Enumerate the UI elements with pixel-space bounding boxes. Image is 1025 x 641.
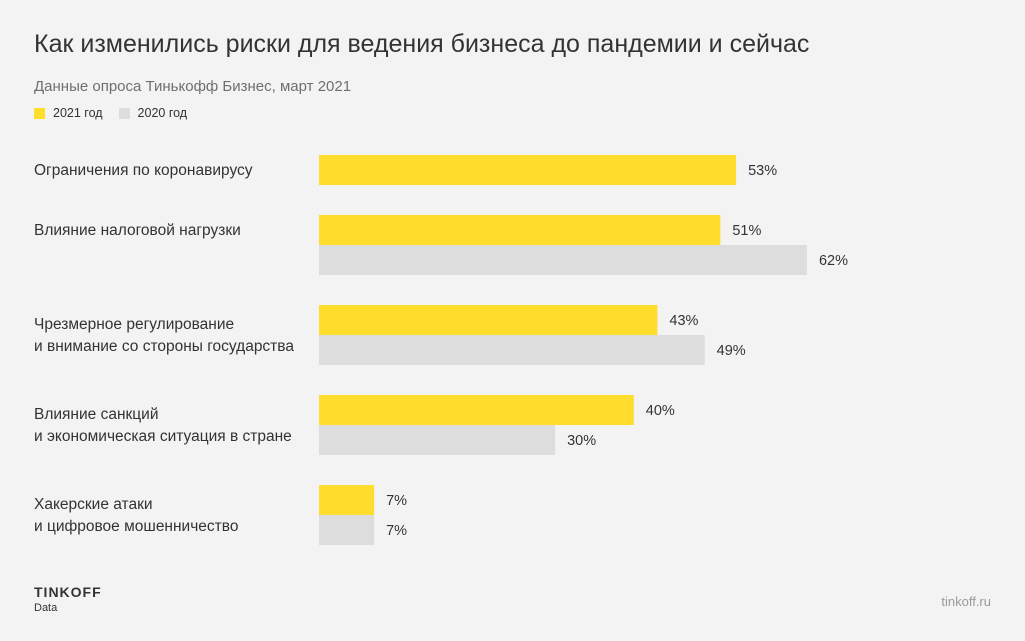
bar-2021 bbox=[319, 485, 375, 515]
value-label: 40% bbox=[646, 403, 675, 419]
chart-subtitle: Данные опроса Тинькофф Бизнес, март 2021 bbox=[34, 78, 352, 95]
value-label: 53% bbox=[748, 163, 777, 179]
value-label: 7% bbox=[386, 493, 407, 509]
bar-2021 bbox=[319, 215, 721, 245]
brand-logo: TINKOFF bbox=[34, 584, 102, 600]
bar-2020 bbox=[319, 515, 375, 545]
bar-2020 bbox=[319, 425, 556, 455]
value-label: 30% bbox=[567, 433, 596, 449]
value-label: 62% bbox=[819, 253, 848, 269]
legend-item-2020: 2020 год bbox=[118, 106, 188, 120]
legend-label-2021: 2021 год bbox=[53, 106, 103, 120]
bar-2021 bbox=[319, 395, 634, 425]
category-label: Влияние санкций и экономическая ситуация … bbox=[34, 406, 292, 445]
value-label: 49% bbox=[717, 343, 746, 359]
value-label: 43% bbox=[669, 313, 698, 329]
bar-2021 bbox=[319, 155, 737, 185]
bar-2020 bbox=[319, 245, 807, 275]
site-link[interactable]: tinkoff.ru bbox=[941, 594, 991, 609]
brand-subtitle: Data bbox=[34, 602, 58, 614]
bar-2020 bbox=[319, 335, 705, 365]
category-label: Ограничения по коронавирусу bbox=[34, 162, 253, 179]
category-label: Чрезмерное регулирование и внимание со ст… bbox=[34, 316, 294, 355]
legend-label-2020: 2020 год bbox=[137, 106, 188, 120]
category-label: Влияние налоговой нагрузки bbox=[34, 222, 241, 239]
legend-swatch-2020 bbox=[118, 107, 130, 119]
bar-2021 bbox=[319, 305, 658, 335]
legend: 2021 год 2020 год bbox=[34, 106, 187, 120]
legend-item-2021: 2021 год bbox=[34, 106, 103, 120]
legend-swatch-2021 bbox=[34, 107, 45, 119]
chart-title: Как изменились риски для ведения бизнеса… bbox=[34, 30, 810, 58]
value-label: 51% bbox=[732, 223, 761, 239]
category-label: Хакерские атаки и цифровое мошенничество bbox=[34, 496, 238, 535]
value-label: 7% bbox=[386, 523, 407, 539]
